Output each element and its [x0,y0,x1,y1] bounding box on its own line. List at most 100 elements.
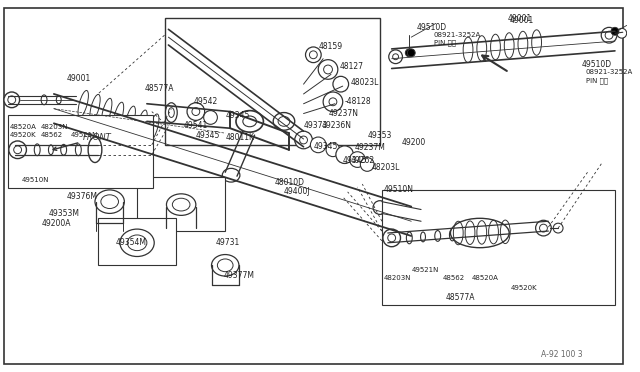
Text: 48562: 48562 [443,275,465,281]
Text: 49377M: 49377M [223,270,254,280]
Text: 49237M: 49237M [355,143,385,152]
Ellipse shape [61,144,67,155]
Text: 08921-3252A: 08921-3252A [586,70,633,76]
Text: 48011K: 48011K [225,132,254,141]
Text: 49345: 49345 [343,156,367,165]
Circle shape [323,92,343,112]
Ellipse shape [218,259,233,272]
Circle shape [336,146,353,163]
Text: 49510D: 49510D [582,60,612,69]
Circle shape [553,223,563,233]
Text: FRONT: FRONT [53,133,112,150]
Ellipse shape [166,194,196,215]
Circle shape [305,47,321,62]
Bar [137,177,225,231]
Text: 49345: 49345 [314,142,338,151]
Text: 48577A: 48577A [445,293,475,302]
Text: 49520K: 49520K [10,132,36,138]
Text: 49510N: 49510N [384,185,414,195]
Circle shape [187,103,205,121]
Circle shape [407,49,415,57]
Ellipse shape [222,169,240,182]
Text: 49200: 49200 [401,138,426,147]
Ellipse shape [41,95,47,105]
Circle shape [388,234,396,242]
Circle shape [310,137,326,153]
Circle shape [192,108,200,115]
Text: 49510N: 49510N [22,177,49,183]
Ellipse shape [243,116,257,127]
Text: 49200A: 49200A [41,219,70,228]
Ellipse shape [76,144,81,155]
Circle shape [13,146,22,154]
Circle shape [309,51,317,59]
Text: PIN ビン: PIN ビン [434,40,456,46]
Bar [8,115,153,188]
Ellipse shape [278,116,290,126]
Circle shape [540,224,547,232]
Text: 49510D: 49510D [416,23,446,32]
Ellipse shape [168,108,174,118]
Ellipse shape [166,103,177,122]
Ellipse shape [273,113,295,130]
Text: 49237N: 49237N [329,109,359,118]
Ellipse shape [35,144,40,155]
Text: 48562: 48562 [41,132,63,138]
Ellipse shape [420,232,426,242]
Text: 49353M: 49353M [49,209,80,218]
Bar [98,218,176,265]
Circle shape [393,54,399,60]
Ellipse shape [449,229,455,241]
Text: 49373: 49373 [303,121,328,130]
Text: 48023L: 48023L [351,78,379,87]
Text: 48010D: 48010D [274,177,304,187]
Bar [164,17,380,145]
Text: 49542: 49542 [194,97,218,106]
Text: 48203N: 48203N [384,275,412,281]
Circle shape [4,92,20,108]
Circle shape [300,136,307,144]
Circle shape [388,50,403,64]
Text: 49376M: 49376M [67,192,97,201]
Text: 48203L: 48203L [372,163,401,172]
Circle shape [405,49,413,57]
Text: 49400J: 49400J [284,187,310,196]
Ellipse shape [236,110,264,132]
Text: 49001: 49001 [508,14,531,23]
Ellipse shape [211,254,239,276]
Text: 49236N: 49236N [321,121,351,130]
Circle shape [373,201,387,214]
Circle shape [329,98,337,106]
Ellipse shape [95,190,124,214]
Ellipse shape [435,231,441,241]
Text: PIN ビン: PIN ビン [586,77,608,84]
Ellipse shape [88,137,102,163]
Ellipse shape [101,195,118,209]
Circle shape [324,65,332,74]
Text: 49731: 49731 [216,238,239,247]
Bar [382,190,615,305]
Circle shape [601,28,617,43]
Text: 49354M: 49354M [116,238,147,247]
Ellipse shape [120,229,154,257]
Text: 49001: 49001 [67,74,91,83]
Text: 49262: 49262 [351,156,374,165]
Text: 49541: 49541 [184,121,209,130]
Circle shape [333,76,349,92]
Circle shape [611,28,619,35]
Ellipse shape [56,96,61,104]
Circle shape [605,31,613,39]
Ellipse shape [172,198,190,211]
Circle shape [8,96,15,104]
Circle shape [349,152,365,167]
Circle shape [536,220,551,236]
Circle shape [204,110,218,124]
Text: 49345: 49345 [196,131,220,140]
Text: 49001: 49001 [509,16,533,25]
Circle shape [617,28,627,38]
Text: 48520A: 48520A [472,275,499,281]
Circle shape [295,131,312,149]
Text: 48127: 48127 [340,62,364,71]
Circle shape [360,158,374,171]
Ellipse shape [406,232,412,244]
